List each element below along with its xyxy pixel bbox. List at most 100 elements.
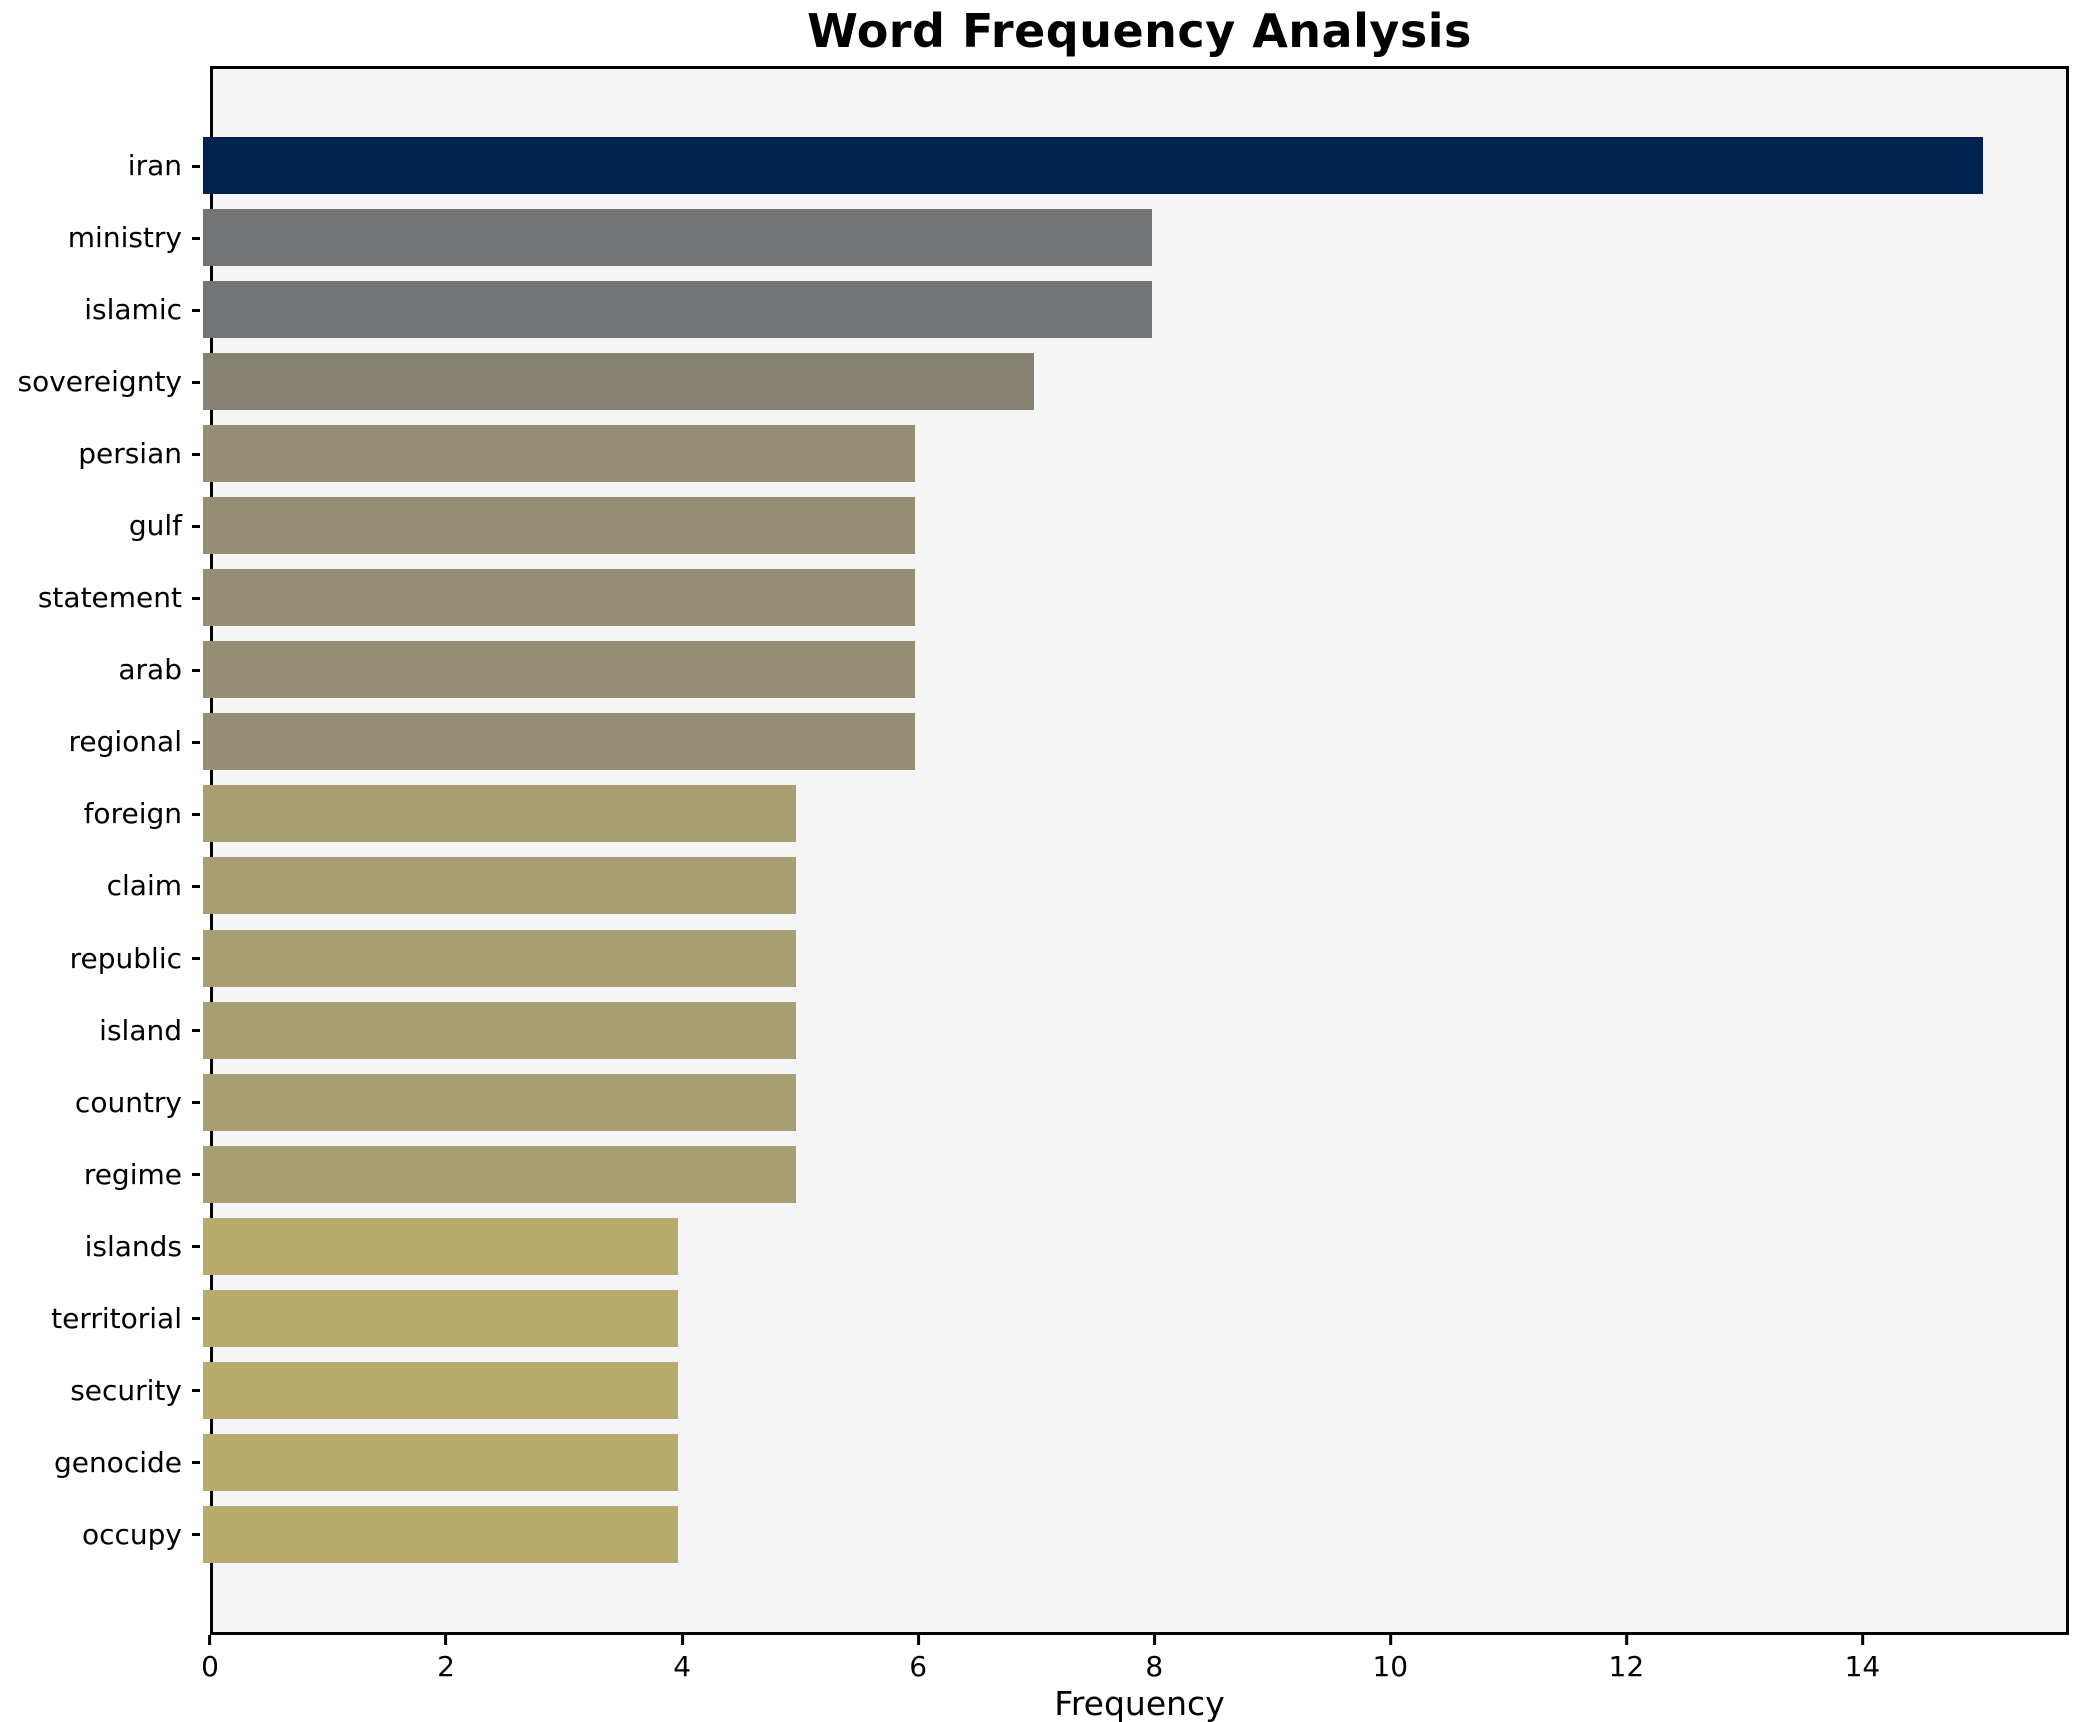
x-tick: 6	[909, 1635, 927, 1681]
bar-row: security	[0, 1355, 2090, 1427]
y-tick-mark	[192, 308, 200, 312]
bar-row: territorial	[0, 1283, 2090, 1355]
y-tick-label: genocide	[53, 1445, 182, 1479]
y-tick-label: republic	[69, 941, 182, 975]
bar-track	[200, 634, 2069, 706]
bar-track	[200, 490, 2069, 562]
bar-track	[200, 1355, 2069, 1427]
bar-row: country	[0, 1067, 2090, 1139]
x-axis: 0 2 4 6 8 10 12 14	[201, 1635, 2069, 1705]
y-tick-label: statement	[37, 581, 182, 615]
bar-track	[200, 562, 2069, 634]
bar-row: ministry	[0, 202, 2090, 274]
bar-row: claim	[0, 850, 2090, 922]
y-tick-mark	[192, 380, 200, 384]
bar-row: iran	[0, 130, 2090, 202]
bar-rows: iran ministry islamic sovereignty persian gul…	[0, 66, 2090, 1635]
y-tick-mark	[192, 1101, 200, 1105]
x-tick: 8	[1145, 1635, 1163, 1681]
bar-iran	[203, 137, 1983, 194]
bar-track	[200, 1067, 2069, 1139]
bar-gulf	[203, 497, 915, 555]
bar-row: regional	[0, 706, 2090, 778]
x-tick-label: 4	[673, 1650, 692, 1683]
x-tick: 2	[437, 1635, 455, 1681]
bar-security	[203, 1361, 678, 1419]
x-tick-mark	[1860, 1635, 1864, 1645]
x-tick: 12	[1609, 1635, 1644, 1681]
bar-ministry	[203, 209, 1153, 267]
bar-republic	[203, 929, 797, 987]
y-tick-label: ministry	[67, 221, 182, 255]
bar-row: islamic	[0, 274, 2090, 346]
bar-islamic	[203, 281, 1153, 339]
bar-statement	[203, 569, 915, 627]
y-tick-mark	[192, 812, 200, 816]
bar-island	[203, 1001, 797, 1059]
x-tick-label: 8	[1145, 1650, 1164, 1683]
bar-occupy	[203, 1505, 678, 1563]
y-tick-mark	[192, 596, 200, 600]
bar-track	[200, 1499, 2069, 1571]
bar-track	[200, 1283, 2069, 1355]
x-tick-label: 14	[1844, 1650, 1881, 1683]
x-tick-mark	[444, 1635, 448, 1645]
x-tick-label: 2	[437, 1650, 455, 1683]
y-tick-mark	[192, 1173, 200, 1177]
x-tick-mark	[208, 1635, 212, 1645]
bar-track	[200, 1139, 2069, 1211]
bar-track	[200, 346, 2069, 418]
bar-islands	[203, 1217, 678, 1275]
x-tick: 14	[1844, 1635, 1881, 1683]
bar-row: foreign	[0, 778, 2090, 850]
x-tick-mark	[916, 1635, 920, 1645]
bar-row: islands	[0, 1211, 2090, 1283]
bar-track	[200, 274, 2069, 346]
bar-territorial	[203, 1289, 678, 1347]
x-tick-mark	[680, 1635, 684, 1645]
y-tick-label: foreign	[83, 797, 182, 831]
y-tick-label: island	[99, 1013, 182, 1047]
bar-track	[200, 706, 2069, 778]
bar-track	[200, 923, 2069, 995]
y-tick-mark	[192, 668, 200, 672]
x-tick-label: 10	[1372, 1650, 1409, 1683]
bar-track	[200, 1427, 2069, 1499]
y-tick-mark	[192, 524, 200, 528]
bar-row: persian	[0, 418, 2090, 490]
bar-track	[200, 778, 2069, 850]
bar-track	[200, 1211, 2069, 1283]
y-tick-mark	[192, 957, 200, 961]
y-tick-mark	[192, 884, 200, 888]
bar-regional	[203, 713, 915, 771]
y-tick-label: sovereignty	[17, 365, 183, 399]
y-tick-mark	[192, 452, 200, 456]
bar-track	[200, 850, 2069, 922]
bar-persian	[203, 425, 915, 483]
y-tick-mark	[192, 1317, 200, 1321]
y-tick-mark	[192, 1389, 200, 1393]
x-axis-title: Frequency	[1054, 1684, 1225, 1722]
x-tick: 4	[673, 1635, 691, 1681]
y-tick-mark	[192, 1533, 200, 1537]
y-tick-mark	[192, 236, 200, 240]
y-tick-label: regional	[68, 725, 183, 759]
y-tick-mark	[192, 1245, 200, 1249]
y-tick-label: gulf	[128, 509, 182, 543]
bar-track	[200, 418, 2069, 490]
bar-row: island	[0, 995, 2090, 1067]
bar-arab	[203, 641, 915, 699]
bar-row: arab	[0, 634, 2090, 706]
x-tick-mark	[1152, 1635, 1156, 1645]
y-tick-mark	[192, 164, 200, 168]
bar-track	[200, 995, 2069, 1067]
y-tick-label: regime	[83, 1157, 182, 1191]
bar-row: republic	[0, 923, 2090, 995]
y-tick-label: claim	[106, 869, 182, 903]
x-tick-mark	[1624, 1635, 1628, 1645]
y-tick-label: occupy	[81, 1517, 182, 1551]
x-tick-label: 0	[201, 1650, 219, 1683]
x-tick: 0	[201, 1635, 219, 1681]
y-tick-label: security	[70, 1373, 182, 1407]
